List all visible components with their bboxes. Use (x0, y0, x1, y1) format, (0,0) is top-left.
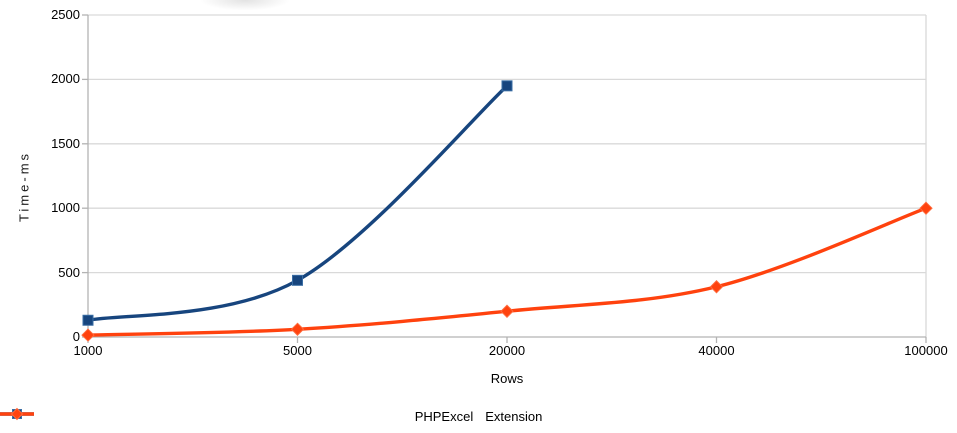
series-point-phpexcel-5000 (292, 274, 303, 286)
series-point-extension-100000 (919, 201, 933, 215)
chart-legend: PHPExcel Extension (0, 407, 957, 427)
series-point-phpexcel-20000 (501, 80, 513, 92)
y-tick-label-500: 500 (58, 264, 80, 280)
legend-item-extension: Extension (0, 407, 543, 425)
x-axis-title: Rows (490, 371, 524, 386)
series-point-phpexcel-1000 (82, 314, 94, 326)
series-point-extension-20000 (500, 304, 514, 318)
legend-item-phpexcel: PHPExcel (0, 409, 474, 425)
series-line-phpexcel (86, 84, 509, 322)
y-axis-title: Time-ms (16, 150, 32, 223)
legend-label-extension: Extension (485, 409, 543, 424)
series-point-extension-5000 (290, 322, 305, 336)
y-tick-label-1000: 1000 (51, 200, 80, 216)
x-tick-label-20000: 20000 (488, 343, 526, 358)
x-tick-label-1000: 1000 (73, 343, 103, 358)
series-point-extension-1000 (81, 328, 95, 342)
y-tick-label-2500: 2500 (51, 7, 80, 22)
y-tick-label-0: 0 (72, 329, 80, 344)
legend-label-phpexcel: PHPExcel (414, 409, 474, 424)
y-tick-label-1500: 1500 (51, 135, 80, 151)
x-tick-label-40000: 40000 (698, 343, 735, 358)
x-tick-label-100000: 100000 (904, 343, 948, 358)
series-point-extension-40000 (709, 280, 724, 294)
legend-diamond-marker-icon (0, 407, 34, 421)
x-tick-label-5000: 5000 (283, 343, 312, 358)
y-tick-label-2000: 2000 (51, 71, 80, 87)
